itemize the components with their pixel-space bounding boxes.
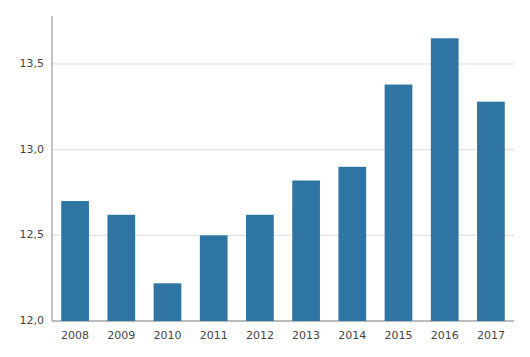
x-tick-label: 2016	[431, 329, 459, 342]
y-tick-label: 12,0	[20, 314, 45, 327]
bar	[200, 235, 228, 321]
axes: 12,0 12,5 13,0 13,5 2008 2009 2010 2011 2012 2013…	[20, 16, 515, 342]
x-tick-label: 2014	[338, 329, 366, 342]
x-tick-label: 2008	[61, 329, 89, 342]
bar	[338, 167, 366, 321]
y-tick-label: 12,5	[20, 228, 45, 241]
bar	[385, 85, 413, 321]
x-tick-label: 2010	[154, 329, 182, 342]
bar	[154, 283, 182, 321]
page: {"chart_data": {"type": "bar", "categori…	[0, 0, 530, 357]
x-tick-label: 2012	[246, 329, 274, 342]
y-tick-label: 13,0	[20, 143, 45, 156]
bar	[246, 215, 274, 321]
x-tick-label: 2011	[200, 329, 228, 342]
y-tick-label: 13,5	[20, 57, 45, 70]
x-tick-label: 2017	[477, 329, 505, 342]
x-tick-label: 2009	[107, 329, 135, 342]
bar	[61, 201, 89, 321]
bar	[431, 38, 459, 321]
bar	[477, 102, 505, 321]
x-tick-label: 2013	[292, 329, 320, 342]
background	[0, 0, 530, 357]
bars	[61, 38, 505, 321]
bar	[107, 215, 135, 321]
chart-container: 12,0 12,5 13,0 13,5 2008 2009 2010 2011 2012 2013…	[0, 0, 530, 357]
x-tick-label: 2015	[385, 329, 413, 342]
y-axis-line	[52, 16, 53, 321]
bar	[292, 180, 320, 321]
chart: 12,0 12,5 13,0 13,5 2008 2009 2010 2011 2012 2013…	[0, 0, 530, 357]
